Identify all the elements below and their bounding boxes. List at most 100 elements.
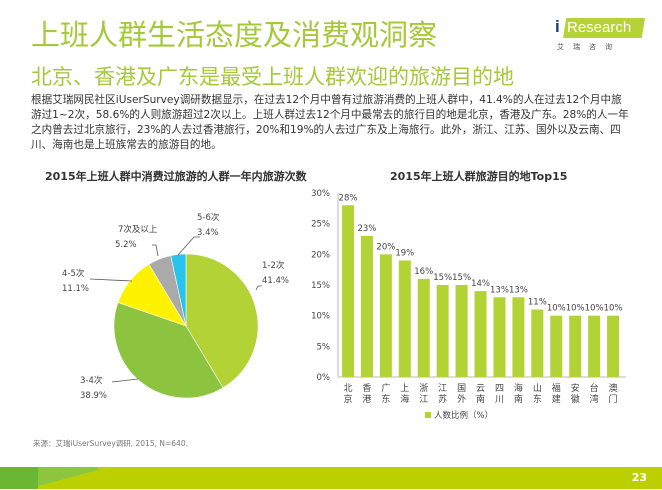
- x-tick-label: 上: [400, 383, 409, 394]
- bar: [569, 315, 582, 377]
- bar: [379, 254, 392, 377]
- pie-value-label: 11.1%: [62, 284, 89, 294]
- bar: [342, 205, 354, 377]
- bar: [360, 235, 373, 377]
- bar: [531, 309, 544, 377]
- pie-slice: [185, 253, 259, 389]
- logo-i: i: [555, 17, 560, 36]
- x-tick-label: 京: [343, 393, 352, 405]
- bar: [436, 285, 449, 377]
- summary-paragraph: 根据艾瑞网民社区iUserSurvey调研数据显示，在过去12个月中曾有过旅游消…: [31, 94, 629, 151]
- bar: [607, 315, 620, 377]
- x-tick-label: 苏: [438, 393, 447, 405]
- bar: [550, 315, 563, 377]
- logo-brand: Research: [567, 19, 632, 36]
- pie-value-label: 41.4%: [262, 276, 289, 286]
- x-tick-label: 东: [533, 393, 542, 405]
- x-tick-label: 安: [571, 382, 580, 394]
- bar-value-label: 14%: [471, 279, 490, 289]
- bar-value-label: 13%: [509, 285, 528, 295]
- footer-accent-diagonal: [38, 467, 98, 489]
- bar: [398, 260, 411, 377]
- bar-value-label: 13%: [490, 285, 509, 295]
- x-tick-label: 香: [362, 383, 371, 394]
- legend-swatch: [425, 412, 431, 418]
- bar: [474, 291, 487, 377]
- pie-slice-label: 3-4次: [80, 375, 103, 386]
- x-tick-label: 四: [495, 384, 504, 394]
- pie-slice-label: 1-2次: [262, 260, 285, 271]
- x-tick-label: 东: [381, 393, 390, 405]
- pie-value-label: 3.4%: [197, 228, 219, 238]
- pie-leader-line: [177, 236, 200, 256]
- x-tick-label: 国: [457, 383, 466, 394]
- page-number: 23: [631, 471, 647, 484]
- bar-value-label: 23%: [357, 224, 376, 234]
- pie-value-label: 38.9%: [80, 391, 107, 401]
- x-tick-label: 山: [533, 383, 542, 394]
- bar-value-label: 11%: [528, 298, 547, 308]
- x-tick-label: 港: [362, 393, 371, 405]
- bar-value-label: 16%: [414, 267, 433, 277]
- x-tick-label: 外: [457, 393, 466, 405]
- pie-leader-line: [255, 285, 262, 291]
- x-tick-label: 广: [381, 382, 390, 394]
- bar-value-label: 20%: [376, 242, 395, 252]
- pie-slice-label: 4-5次: [62, 268, 85, 279]
- bar-value-label: 10%: [547, 304, 566, 314]
- footer-accent-left: [0, 467, 40, 489]
- y-tick-label: 0%: [317, 373, 331, 383]
- bar: [455, 285, 468, 377]
- y-tick-label: 5%: [317, 342, 331, 352]
- x-tick-label: 徽: [571, 393, 580, 405]
- y-tick-label: 30%: [311, 189, 330, 199]
- y-tick-label: 25%: [311, 220, 330, 230]
- x-tick-label: 北: [343, 383, 352, 394]
- bar-value-label: 10%: [604, 304, 623, 314]
- x-tick-label: 海: [400, 393, 409, 405]
- x-tick-label: 门: [609, 393, 618, 405]
- pie-leader-line: [111, 378, 139, 383]
- bar-value-label: 10%: [566, 304, 585, 314]
- iresearch-logo: i Research 艾瑞咨询: [555, 17, 655, 58]
- x-tick-label: 南: [514, 393, 523, 405]
- pie-chart-title: 2015年上班人群中消费过旅游的人群一年内旅游次数: [45, 170, 307, 183]
- bar-value-label: 28%: [339, 193, 358, 203]
- page-title: 上班人群生活态度及消费观洞察: [31, 18, 438, 52]
- x-tick-label: 川: [495, 395, 504, 405]
- source-note: 来源：艾瑞iUserSurvey调研, 2015, N=640.: [33, 439, 188, 448]
- x-tick-label: 湾: [590, 393, 599, 405]
- x-tick-label: 江: [419, 394, 428, 405]
- bar-value-label: 15%: [452, 273, 471, 283]
- legend-label: 人数比例（%）: [434, 410, 493, 421]
- x-tick-label: 福: [552, 382, 561, 394]
- x-tick-label: 江: [438, 383, 447, 394]
- bar-chart-title: 2015年上班人群旅游目的地Top15: [390, 170, 568, 183]
- x-tick-label: 建: [552, 393, 561, 405]
- y-tick-label: 20%: [311, 250, 330, 260]
- bar-value-label: 15%: [433, 273, 452, 283]
- bar: [417, 278, 430, 377]
- bar-value-label: 10%: [585, 304, 604, 314]
- y-tick-label: 10%: [311, 312, 330, 322]
- footer-bar: 23: [0, 467, 662, 489]
- y-tick-label: 15%: [311, 281, 330, 291]
- x-tick-label: 浙: [419, 382, 428, 394]
- logo-badge: [563, 18, 645, 38]
- pie-value-label: 5.2%: [115, 240, 137, 250]
- bar: [588, 315, 601, 377]
- pie-leader-line: [89, 278, 133, 282]
- pie-slice-label: 7次及以上: [118, 224, 158, 235]
- x-tick-label: 澳: [609, 382, 618, 394]
- x-tick-label: 南: [476, 393, 485, 405]
- x-tick-label: 台: [590, 382, 599, 394]
- bar-value-label: 19%: [395, 248, 414, 258]
- logo-subtitle: 艾瑞咨询: [557, 43, 621, 51]
- page-subtitle: 北京、香港及广东是最受上班人群欢迎的旅游目的地: [31, 65, 514, 89]
- bar: [493, 297, 506, 377]
- x-tick-label: 云: [476, 384, 485, 394]
- pie-leader-line: [152, 244, 159, 257]
- pie-slice: [113, 302, 224, 399]
